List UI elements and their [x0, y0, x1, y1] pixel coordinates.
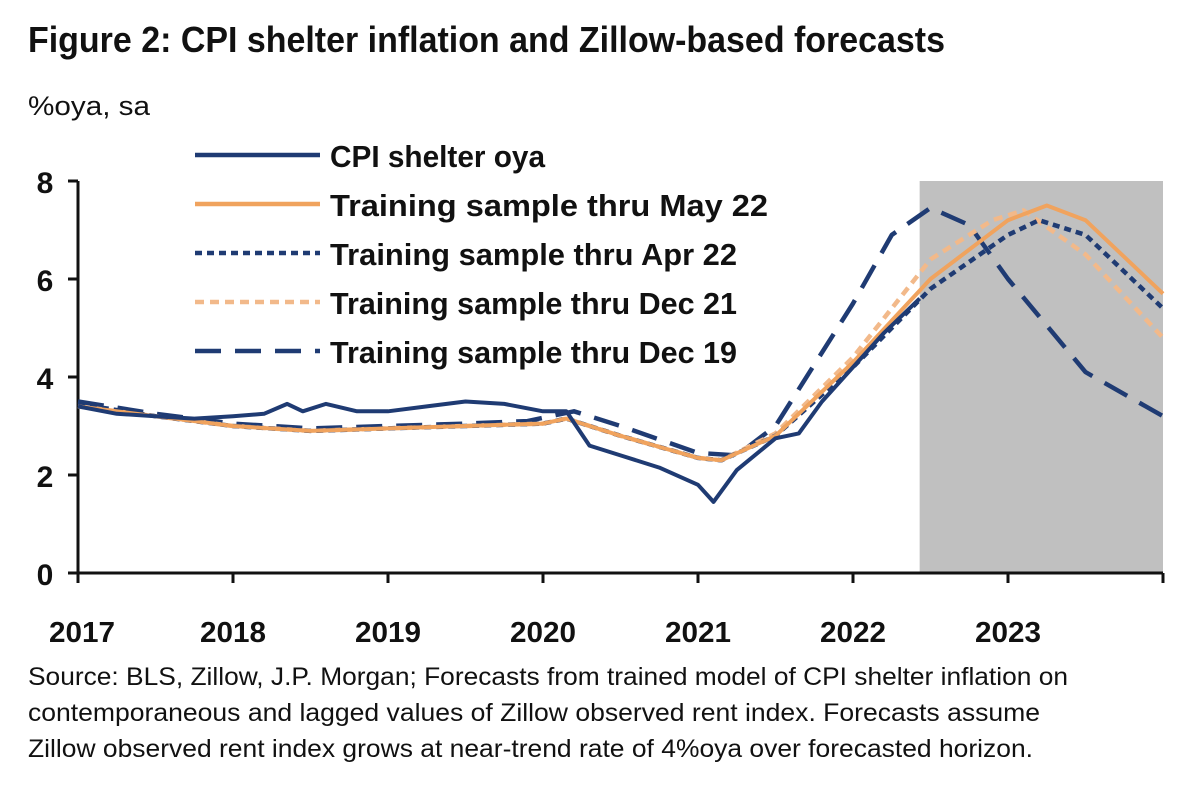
x-tick-label: 2020 — [510, 617, 576, 649]
legend-label-0: CPI shelter oya — [330, 139, 546, 174]
forecast-shaded-region — [919, 181, 1163, 573]
y-tick-label: 4 — [37, 363, 54, 396]
x-tick-label: 2023 — [975, 617, 1041, 649]
x-tick-label: 2018 — [200, 617, 266, 649]
y-tick-label: 6 — [37, 265, 54, 298]
legend-label-3: Training sample thru Dec 21 — [330, 286, 737, 321]
source-note-line-3: Zillow observed rent index grows at near… — [28, 735, 1033, 763]
x-tick-label: 2019 — [355, 617, 421, 649]
series-line-0 — [77, 297, 922, 504]
y-axis-unit-label: %oya, sa — [28, 91, 151, 121]
source-note-line-2: contemporaneous and lagged values of Zil… — [28, 699, 1040, 727]
y-tick-label: 8 — [37, 167, 54, 200]
x-tick-label: 2017 — [49, 617, 115, 649]
x-tick-label: 2022 — [820, 617, 886, 649]
series-line-1 — [77, 203, 1165, 463]
legend-label-4: Training sample thru Dec 19 — [330, 335, 737, 370]
plot-area: 0 2 4 6 8 2017 2018 2019 2020 2021 2022 2023 — [37, 167, 1165, 649]
legend-label-2: Training sample thru Apr 22 — [330, 237, 737, 272]
source-note-line-1: Source: BLS, Zillow, J.P. Morgan; Foreca… — [28, 663, 1068, 691]
legend-label-1: Training sample thru May 22 — [330, 188, 768, 223]
legend: CPI shelter oya Training sample thru May … — [195, 139, 768, 370]
y-tick-label: 2 — [37, 461, 54, 494]
x-tick-label: 2021 — [665, 617, 731, 649]
chart-title: Figure 2: CPI shelter inflation and Zill… — [28, 19, 945, 60]
y-tick-label: 0 — [37, 559, 54, 592]
